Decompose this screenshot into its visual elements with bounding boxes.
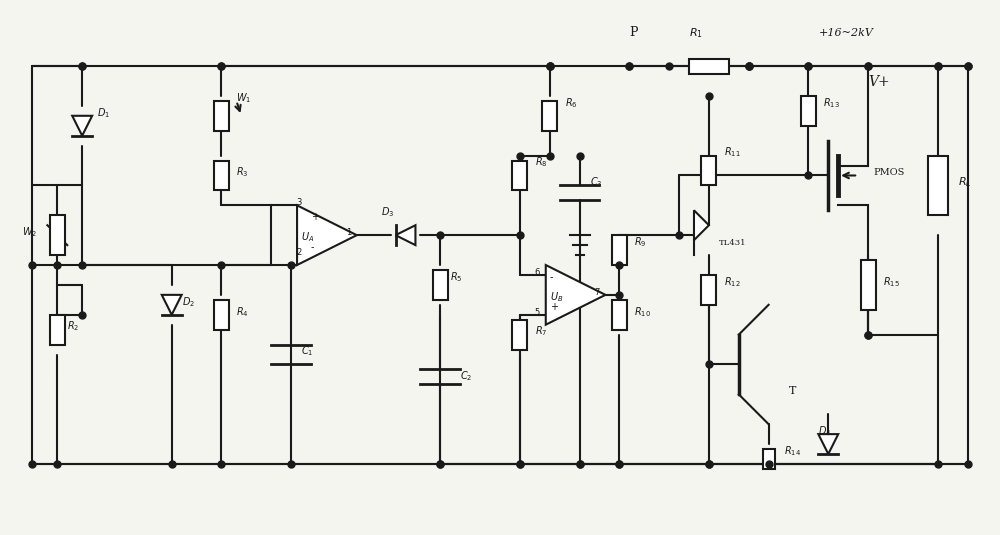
Text: P: P xyxy=(629,26,638,39)
Text: $U_B$: $U_B$ xyxy=(550,290,563,304)
Text: $W_2$: $W_2$ xyxy=(22,225,38,239)
Text: T: T xyxy=(788,386,796,396)
Text: $D_1$: $D_1$ xyxy=(97,106,110,120)
Text: -: - xyxy=(550,272,553,282)
Text: PMOS: PMOS xyxy=(873,169,904,178)
Bar xyxy=(50,315,65,345)
Text: 6: 6 xyxy=(535,268,540,277)
Bar xyxy=(801,96,816,126)
Polygon shape xyxy=(162,295,182,315)
Text: 7: 7 xyxy=(595,288,600,297)
Bar xyxy=(612,235,627,265)
Text: $R_3$: $R_3$ xyxy=(236,165,249,179)
Bar xyxy=(542,101,557,131)
Text: +: + xyxy=(311,212,319,222)
Bar xyxy=(861,260,876,310)
Text: $R_{13}$: $R_{13}$ xyxy=(823,96,840,110)
Text: $R_{12}$: $R_{12}$ xyxy=(724,275,740,289)
Text: $W_1$: $W_1$ xyxy=(236,91,252,105)
Text: $R_8$: $R_8$ xyxy=(535,156,547,170)
Bar xyxy=(928,156,948,215)
Text: $R_{10}$: $R_{10}$ xyxy=(634,305,651,318)
Bar xyxy=(701,275,716,305)
Bar xyxy=(214,160,229,190)
Polygon shape xyxy=(297,205,357,265)
Text: $U_A$: $U_A$ xyxy=(301,230,314,244)
Polygon shape xyxy=(546,265,605,325)
Polygon shape xyxy=(694,210,709,240)
Text: $R_2$: $R_2$ xyxy=(67,320,80,333)
Text: $R_{15}$: $R_{15}$ xyxy=(883,275,900,289)
Bar xyxy=(512,160,527,190)
Text: $R_6$: $R_6$ xyxy=(565,96,577,110)
Bar xyxy=(689,59,729,73)
Bar xyxy=(763,449,775,469)
Bar xyxy=(701,156,716,186)
Text: $C_3$: $C_3$ xyxy=(590,175,602,189)
Text: $R_4$: $R_4$ xyxy=(236,305,249,318)
Text: $R_7$: $R_7$ xyxy=(535,325,547,339)
Text: 5: 5 xyxy=(535,308,540,317)
Text: $C_2$: $C_2$ xyxy=(460,369,473,383)
Text: $D_2$: $D_2$ xyxy=(182,295,195,309)
Text: $R_9$: $R_9$ xyxy=(634,235,647,249)
Text: 1: 1 xyxy=(346,228,351,237)
Text: +: + xyxy=(550,302,558,312)
Text: +16~2kV: +16~2kV xyxy=(818,28,873,38)
Text: 3: 3 xyxy=(296,198,301,208)
Text: TL431: TL431 xyxy=(719,239,746,247)
Text: $R_1$: $R_1$ xyxy=(689,26,703,40)
Text: $C_1$: $C_1$ xyxy=(301,345,313,358)
Polygon shape xyxy=(396,225,415,245)
Bar xyxy=(612,300,627,330)
Text: $D_4$: $D_4$ xyxy=(818,424,832,438)
Bar xyxy=(50,215,65,255)
Text: $R_{14}$: $R_{14}$ xyxy=(784,444,801,458)
Text: $R_L$: $R_L$ xyxy=(958,175,971,189)
Text: $R_{11}$: $R_{11}$ xyxy=(724,146,741,159)
Polygon shape xyxy=(818,434,838,454)
Text: -: - xyxy=(311,242,314,252)
Text: 2: 2 xyxy=(296,248,301,257)
Bar xyxy=(214,101,229,131)
Text: V+: V+ xyxy=(868,75,890,89)
Text: $D_3$: $D_3$ xyxy=(381,205,394,219)
Polygon shape xyxy=(72,116,92,136)
Bar xyxy=(214,300,229,330)
Text: $R_5$: $R_5$ xyxy=(450,270,463,284)
Bar xyxy=(512,320,527,349)
Bar xyxy=(433,270,448,300)
